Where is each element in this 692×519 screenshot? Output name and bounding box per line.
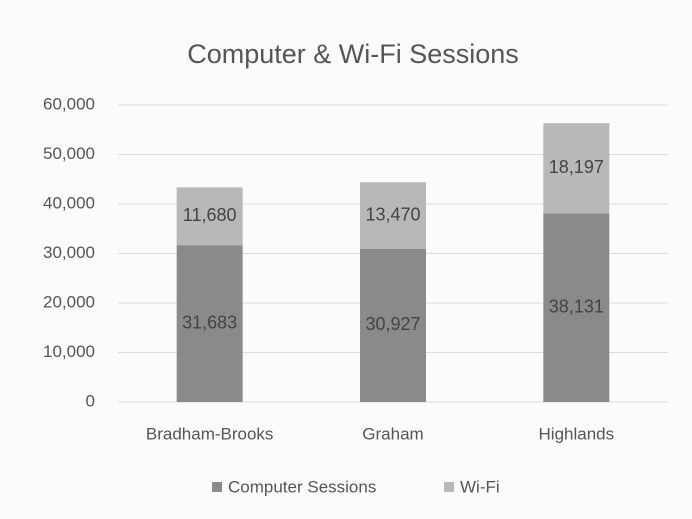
bar-segment [543,123,610,214]
value-label: 11,680 [183,205,237,225]
x-tick-label: Graham [362,424,423,443]
legend-label: Computer Sessions [228,477,376,496]
value-label: 13,470 [365,204,420,224]
legend-swatch [212,482,222,492]
x-tick-label: Bradham-Brooks [146,424,274,443]
bar-segment [176,245,243,402]
y-tick-label: 50,000 [43,144,95,163]
y-tick-label: 30,000 [43,243,95,262]
legend-swatch [444,482,454,492]
y-tick-label: 40,000 [43,193,95,212]
bar-segment [543,213,610,402]
chart-title: Computer & Wi-Fi Sessions [187,39,519,69]
x-tick-label: Highlands [539,424,615,443]
bar-segment [176,187,243,246]
legend-label: Wi-Fi [460,477,500,496]
y-tick-label: 10,000 [43,342,95,361]
value-label: 38,131 [549,296,604,316]
y-tick-label: 20,000 [43,292,95,311]
value-label: 31,683 [182,312,237,332]
y-tick-label: 60,000 [43,94,95,113]
bar-segment [360,248,426,402]
bar-segment [360,182,426,249]
y-tick-label: 0 [86,391,95,410]
value-label: 18,197 [549,157,604,177]
value-label: 30,927 [365,314,420,334]
